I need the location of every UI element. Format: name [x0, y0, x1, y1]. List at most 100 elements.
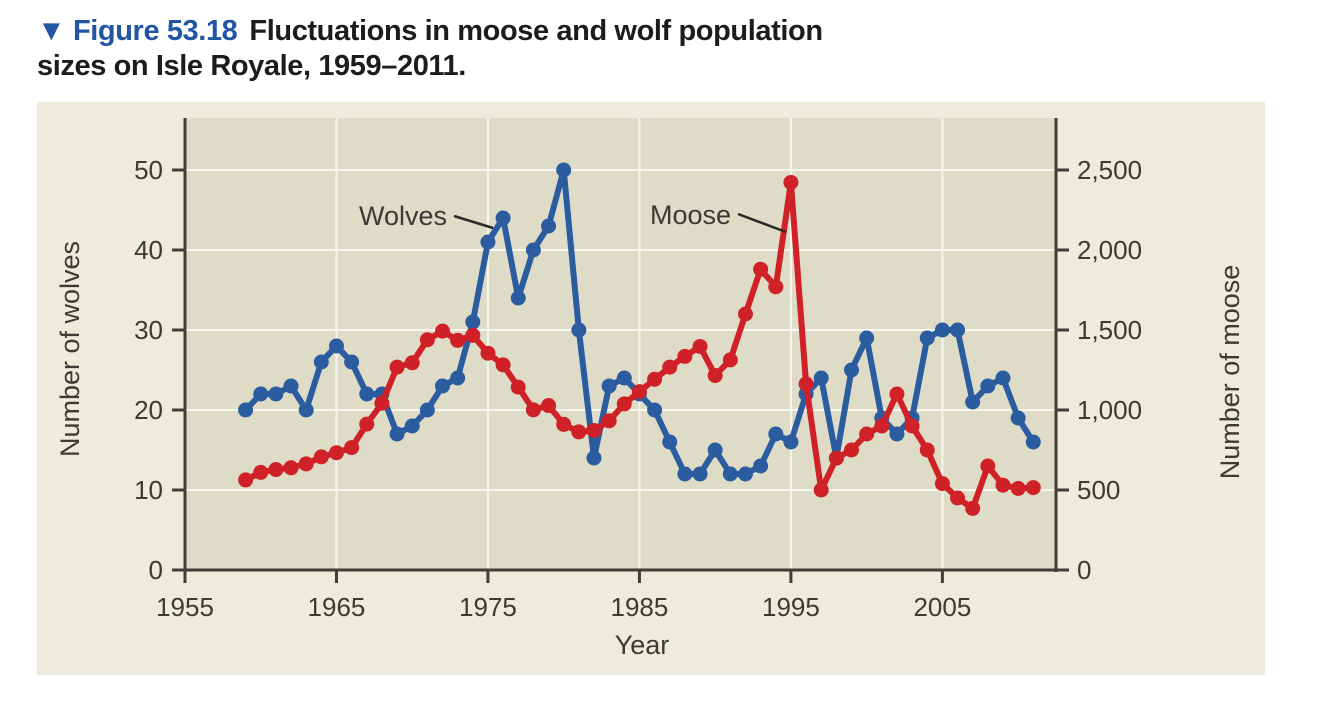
figure-title-line2: sizes on Isle Royale, 1959–2011.	[37, 50, 466, 82]
right-tick-label: 1,000	[1077, 395, 1142, 425]
wolves-annotation-label: Wolves	[359, 201, 447, 231]
moose-point	[404, 355, 420, 371]
moose-point	[783, 174, 799, 190]
moose-point	[571, 424, 587, 440]
wolves-point	[404, 418, 420, 434]
right-tick-label: 2,000	[1077, 235, 1142, 265]
moose-point	[995, 477, 1011, 493]
wolves-point	[313, 354, 329, 370]
wolves-point	[450, 370, 466, 386]
right-tick-label: 1,500	[1077, 315, 1142, 345]
wolves-point	[950, 322, 966, 338]
moose-point	[586, 422, 602, 438]
figure-title-text-1: Fluctuations in moose and wolf populatio…	[249, 15, 823, 47]
x-tick-label: 1995	[762, 592, 820, 622]
wolves-leader-line	[453, 214, 494, 230]
moose-point	[616, 396, 632, 412]
right-tick-label: 500	[1077, 475, 1120, 505]
moose-point	[525, 402, 541, 418]
wolves-point	[435, 378, 451, 394]
wolves-point	[541, 218, 557, 234]
moose-point	[601, 413, 617, 429]
wolves-point	[268, 386, 284, 402]
x-tick-label: 1975	[459, 592, 517, 622]
moose-point	[737, 306, 753, 322]
moose-point	[298, 456, 314, 472]
moose-point	[722, 352, 738, 368]
wolves-point	[419, 402, 435, 418]
moose-point	[495, 357, 511, 373]
moose-point	[753, 261, 769, 277]
moose-point	[980, 458, 996, 474]
wolves-point	[1025, 434, 1041, 450]
moose-point	[313, 449, 329, 465]
moose-point	[828, 450, 844, 466]
moose-point	[1025, 480, 1041, 496]
wolves-point	[510, 290, 526, 306]
moose-point	[435, 323, 451, 339]
wolves-point	[934, 322, 950, 338]
wolves-point	[283, 378, 299, 394]
moose-point	[950, 490, 966, 506]
wolves-point	[328, 338, 344, 354]
wolves-point	[495, 210, 511, 226]
x-axis-label: Year	[615, 630, 670, 660]
moose-point	[465, 327, 481, 343]
wolves-point	[556, 162, 572, 178]
y-axis-label-left: Number of wolves	[55, 241, 85, 457]
wolves-point	[813, 370, 829, 386]
left-tick-label: 20	[134, 395, 163, 425]
wolves-point	[859, 330, 875, 346]
moose-point	[844, 442, 860, 458]
moose-point	[874, 418, 890, 434]
moose-point	[859, 426, 875, 442]
wolves-point	[707, 442, 723, 458]
moose-point	[647, 371, 663, 387]
wolves-point	[1010, 410, 1026, 426]
chart-panel: 0 10 20 30 40 50 0 500 1,000 1,500 2,000 2,500 1955 1…	[37, 102, 1265, 675]
moose-point	[556, 416, 572, 432]
wolves-point	[919, 330, 935, 346]
moose-point	[919, 442, 935, 458]
wolves-point	[344, 354, 360, 370]
moose-point	[253, 464, 269, 480]
right-tick-label: 2,500	[1077, 155, 1142, 185]
x-tick-label: 2005	[913, 592, 971, 622]
moose-point	[419, 332, 435, 348]
wolves-point	[480, 234, 496, 250]
moose-point	[677, 348, 693, 364]
moose-point	[631, 384, 647, 400]
wolves-annotation: Wolves	[359, 201, 494, 231]
moose-point	[768, 279, 784, 295]
moose-point	[480, 345, 496, 361]
wolves-point	[783, 434, 799, 450]
wolves-point	[359, 386, 375, 402]
wolves-point	[980, 378, 996, 394]
figure-title-line1: ▼ Figure 53.18 Fluctuations in moose and …	[37, 14, 823, 49]
moose-point	[662, 359, 678, 375]
left-tick-label: 0	[149, 555, 163, 585]
moose-point	[813, 482, 829, 498]
moose-point	[965, 500, 981, 516]
moose-annotation: Moose	[650, 200, 787, 234]
moose-point	[798, 376, 814, 392]
moose-point	[707, 367, 723, 383]
figure-title: ▼ Figure 53.18 Fluctuations in moose and …	[37, 14, 823, 84]
wolves-point	[616, 370, 632, 386]
wolves-point	[844, 362, 860, 378]
moose-point	[541, 398, 557, 414]
wolves-point	[238, 402, 254, 418]
x-tick-label: 1955	[156, 592, 214, 622]
x-tick-label: 1965	[308, 592, 366, 622]
y-axis-label-right: Number of moose	[1215, 265, 1245, 480]
wolves-point	[753, 458, 769, 474]
wolves-point	[768, 426, 784, 442]
wolves-point	[298, 402, 314, 418]
wolves-point	[662, 434, 678, 450]
moose-point	[510, 379, 526, 395]
wolves-point	[571, 322, 587, 338]
moose-point	[328, 445, 344, 461]
figure-number-label: ▼ Figure 53.18	[37, 15, 238, 47]
wolves-point	[465, 314, 481, 330]
